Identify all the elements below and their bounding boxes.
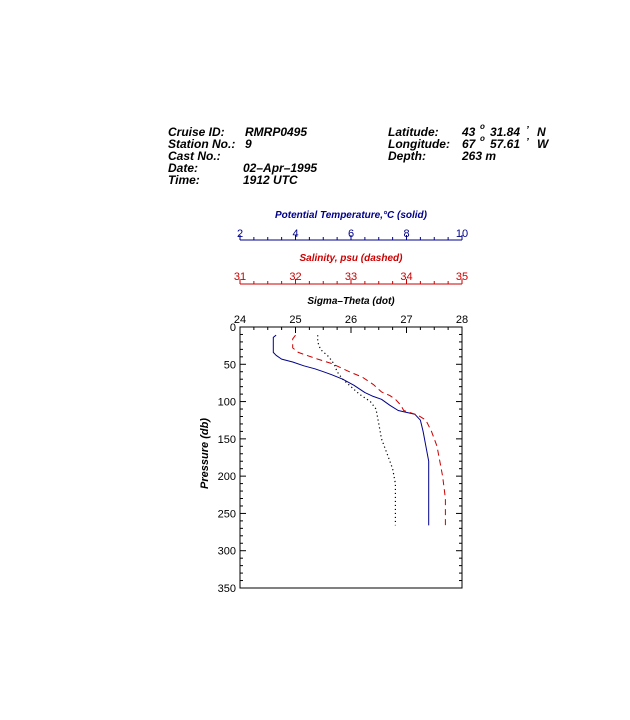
time-label: Time: <box>168 173 200 187</box>
sigma-tick-label: 24 <box>234 314 246 326</box>
station-label: Station No.: <box>168 137 236 151</box>
latitude-degrees: 43 <box>462 125 476 139</box>
pressure-tick-label: 0 <box>230 322 236 334</box>
sigma-tick-label: 27 <box>400 314 412 326</box>
plot-frame <box>239 326 463 589</box>
salinity-axis-label: Salinity, psu (dashed) <box>300 253 404 264</box>
sigma-tick-label: 25 <box>289 314 301 326</box>
pressure-tick-label: 100 <box>218 397 236 409</box>
depth-label: Depth: <box>388 149 426 163</box>
longitude-degree-mark: o <box>480 134 485 143</box>
longitude-degrees: 67 <box>462 137 476 151</box>
salinity-tick-label: 34 <box>400 271 412 283</box>
salinity-tick-label: 33 <box>345 271 357 283</box>
latitude-degree-mark: o <box>480 122 485 131</box>
pressure-axis-label: Pressure (db) <box>199 418 211 489</box>
date-value: 02–Apr–1995 <box>243 161 318 175</box>
latitude-hemisphere: N <box>537 125 546 139</box>
temperature-tick-label: 2 <box>237 228 243 240</box>
cruise-id-value: RMRP0495 <box>245 125 308 139</box>
temperature-axis-label: Potential Temperature,°C (solid) <box>275 210 428 221</box>
station-value: 9 <box>245 137 252 151</box>
salinity-tick-label: 32 <box>289 271 301 283</box>
longitude-minutes: 57.61 <box>490 137 521 151</box>
latitude-minutes: 31.84 <box>490 125 521 139</box>
sigma-tick-label: 26 <box>345 314 357 326</box>
pressure-tick-label: 250 <box>218 508 236 520</box>
sigma-axis-label: Sigma–Theta (dot) <box>307 296 395 307</box>
latitude-label: Latitude: <box>388 125 439 139</box>
temperature-tick-label: 10 <box>456 228 468 240</box>
pressure-tick-label: 150 <box>218 434 236 446</box>
latitude-minute-mark: ’ <box>526 125 529 136</box>
temperature-profile-line <box>272 334 430 526</box>
cruise-id-label: Cruise ID: <box>168 125 225 139</box>
temperature-tick-label: 4 <box>292 228 298 240</box>
date-label: Date: <box>168 161 199 175</box>
time-value: 1912 UTC <box>243 173 298 187</box>
cast-label: Cast No.: <box>168 149 221 163</box>
temperature-tick-label: 6 <box>348 228 354 240</box>
sigma-profile-line <box>317 335 396 526</box>
pressure-tick-label: 200 <box>218 471 236 483</box>
longitude-label: Longitude: <box>388 137 450 151</box>
depth-value: 263 m <box>462 149 497 163</box>
pressure-tick-label: 300 <box>218 546 236 558</box>
pressure-tick-label: 50 <box>224 359 236 371</box>
sigma-tick-label: 28 <box>456 314 468 326</box>
longitude-hemisphere: W <box>537 137 549 151</box>
longitude-minute-mark: ’ <box>526 137 529 148</box>
temperature-tick-label: 8 <box>403 228 409 240</box>
salinity-tick-label: 35 <box>456 271 468 283</box>
pressure-tick-label: 350 <box>218 583 236 595</box>
salinity-tick-label: 31 <box>234 271 246 283</box>
